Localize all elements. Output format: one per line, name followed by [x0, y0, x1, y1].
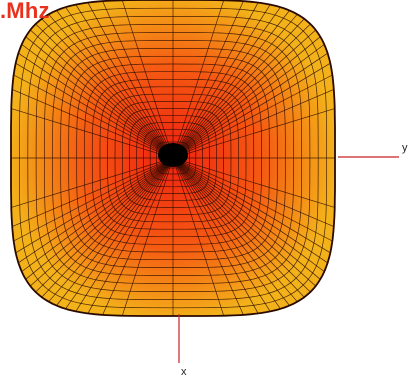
- mesh-spoke: [56, 10, 171, 156]
- mesh-spoke: [175, 160, 298, 302]
- pattern-mesh-grid: [10, 0, 336, 317]
- mesh-spoke: [175, 44, 325, 156]
- mesh-spoke: [11, 108, 170, 158]
- mesh-spoke: [174, 4, 271, 156]
- mesh-spoke: [175, 160, 321, 280]
- x-axis-label: x: [181, 366, 187, 378]
- mesh-spoke: [13, 74, 170, 157]
- mesh-spoke: [174, 6, 281, 156]
- feed-point-marker: [158, 143, 188, 167]
- mesh-spoke: [175, 23, 311, 156]
- mesh-spoke: [175, 62, 331, 157]
- mesh-spoke: [175, 160, 290, 306]
- mesh-spoke: [174, 0, 244, 156]
- mesh-spoke: [41, 160, 171, 298]
- mesh-spoke: [18, 52, 171, 157]
- mesh-spoke: [174, 160, 244, 316]
- mesh-spoke: [174, 160, 271, 312]
- mesh-spoke: [176, 158, 335, 208]
- mesh-spoke: [175, 18, 305, 156]
- mesh-spoke: [175, 10, 290, 156]
- frequency-title: .Mhz: [0, 0, 50, 23]
- mesh-spoke: [25, 160, 171, 280]
- mesh-spoke: [18, 159, 171, 264]
- mesh-spoke: [175, 160, 311, 293]
- mesh-spoke: [41, 18, 171, 156]
- mesh-spoke: [176, 74, 333, 157]
- mesh-spoke: [175, 36, 321, 156]
- mesh-spoke: [176, 108, 335, 158]
- y-axis-label: y: [402, 142, 408, 154]
- mesh-spoke: [173, 0, 225, 155]
- mesh-spoke: [75, 160, 172, 312]
- mesh-spoke: [174, 160, 281, 310]
- mesh-spoke: [121, 161, 173, 316]
- mesh-spoke: [25, 36, 171, 156]
- mesh-spoke: [175, 160, 316, 287]
- mesh-spoke: [65, 6, 172, 156]
- mesh-spoke: [48, 14, 171, 156]
- mesh-spoke: [56, 160, 171, 306]
- mesh-spoke: [176, 159, 334, 227]
- mesh-spoke: [13, 159, 170, 242]
- mesh-spoke: [174, 2, 259, 156]
- mesh-spoke: [12, 89, 170, 157]
- mesh-spoke: [175, 29, 316, 156]
- mesh-spoke: [175, 160, 325, 272]
- mesh-spoke: [175, 52, 328, 157]
- mesh-spoke: [176, 159, 333, 242]
- mesh-spoke: [48, 160, 171, 302]
- mesh-spoke: [65, 160, 172, 310]
- mesh-spoke: [102, 160, 172, 316]
- mesh-spoke: [15, 62, 171, 157]
- mesh-spoke: [35, 23, 171, 156]
- mesh-spoke: [175, 159, 331, 254]
- mesh-spoke: [175, 160, 305, 298]
- mesh-spoke: [87, 160, 172, 314]
- mesh-spoke: [30, 29, 171, 156]
- mesh-spoke: [174, 160, 259, 314]
- mesh-spoke: [75, 4, 172, 156]
- mesh-spoke: [12, 159, 170, 227]
- mesh-spoke: [11, 158, 170, 208]
- mesh-spoke: [35, 160, 171, 293]
- mesh-spoke: [176, 89, 334, 157]
- mesh-spoke: [121, 0, 173, 155]
- mesh-spoke: [102, 0, 172, 156]
- mesh-spoke: [15, 159, 171, 254]
- mesh-spoke: [173, 161, 225, 316]
- mesh-spoke: [30, 160, 171, 287]
- mesh-spoke: [21, 44, 171, 156]
- mesh-spoke: [21, 160, 171, 272]
- mesh-spoke: [175, 159, 328, 264]
- mesh-spoke: [87, 2, 172, 156]
- mesh-spoke: [175, 14, 298, 156]
